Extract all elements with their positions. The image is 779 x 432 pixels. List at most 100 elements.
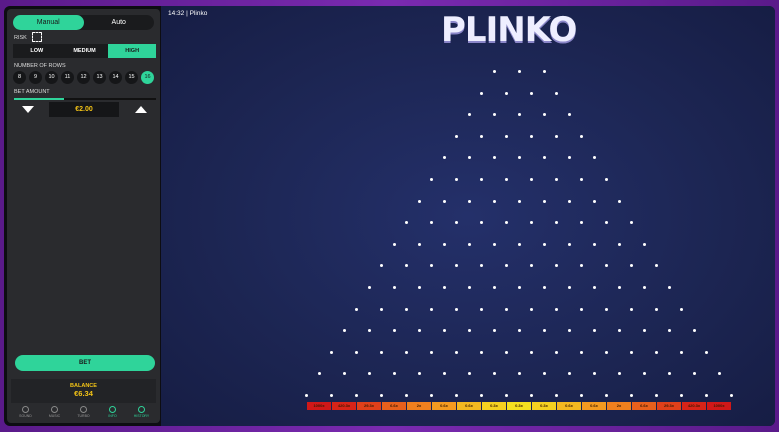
peg xyxy=(530,350,533,354)
peg xyxy=(430,350,433,354)
rows-option-16[interactable]: 16 xyxy=(141,71,154,84)
tab-manual[interactable]: Manual xyxy=(13,15,84,30)
peg xyxy=(555,264,558,268)
peg xyxy=(417,372,421,376)
info-icon xyxy=(109,406,116,413)
peg xyxy=(692,372,696,376)
nav-info[interactable]: INFO xyxy=(98,405,127,421)
peg xyxy=(542,70,546,73)
tab-auto[interactable]: Auto xyxy=(111,19,126,26)
nav-sound[interactable]: SOUND xyxy=(11,405,40,421)
peg xyxy=(492,242,496,246)
peg xyxy=(542,113,546,117)
peg xyxy=(555,178,558,181)
peg xyxy=(442,156,446,160)
control-panel: Manual Auto RISK LOW MEDIUM HIGH NUMBER … xyxy=(7,9,160,423)
peg xyxy=(505,350,508,354)
risk-selector: LOW MEDIUM HIGH xyxy=(13,44,157,58)
peg xyxy=(517,286,521,289)
peg xyxy=(555,134,558,138)
peg xyxy=(617,329,621,333)
peg xyxy=(517,113,521,117)
rows-option-14[interactable]: 14 xyxy=(109,71,122,84)
bet-button[interactable]: BET xyxy=(15,355,155,371)
peg xyxy=(555,91,558,95)
peg xyxy=(592,286,596,289)
peg xyxy=(480,264,483,268)
peg xyxy=(555,221,558,225)
peg xyxy=(380,264,383,268)
nav-music[interactable]: MUSIC xyxy=(40,405,69,421)
peg xyxy=(555,350,558,354)
fullscreen-icon[interactable] xyxy=(32,32,42,42)
peg xyxy=(567,329,571,333)
peg xyxy=(492,70,496,73)
multiplier-bucket: 0.6x xyxy=(582,402,606,410)
peg xyxy=(655,350,658,354)
peg xyxy=(580,350,583,354)
risk-medium[interactable]: MEDIUM xyxy=(73,48,96,54)
peg xyxy=(680,350,683,354)
peg xyxy=(430,264,433,268)
peg xyxy=(430,394,433,397)
peg xyxy=(467,329,471,333)
peg xyxy=(455,178,458,181)
rows-option-10[interactable]: 10 xyxy=(45,71,58,84)
peg xyxy=(442,242,446,246)
multiplier-bucket: 0.3x xyxy=(482,402,506,410)
rows-option-12[interactable]: 12 xyxy=(77,71,90,84)
peg xyxy=(605,350,608,354)
peg xyxy=(542,242,546,246)
peg xyxy=(480,178,483,181)
peg xyxy=(567,372,571,376)
peg xyxy=(467,113,471,117)
bet-amount-field[interactable]: €2.00 xyxy=(49,102,119,117)
peg xyxy=(430,307,433,311)
peg xyxy=(442,286,446,289)
balance-box: BALANCE €6.34 xyxy=(11,379,156,403)
peg xyxy=(342,372,346,376)
multiplier-bucket: 420.3x xyxy=(682,402,706,410)
peg xyxy=(530,178,533,181)
multiplier-bucket: 0.6x xyxy=(557,402,581,410)
peg xyxy=(517,242,521,246)
multiplier-bucket: 1000x xyxy=(307,402,331,410)
nav-history[interactable]: HISTORY xyxy=(127,405,156,421)
peg xyxy=(405,221,408,225)
multiplier-bucket: 6.6x xyxy=(632,402,656,410)
peg xyxy=(642,329,646,333)
rows-option-15[interactable]: 15 xyxy=(125,71,138,84)
peg xyxy=(467,156,471,160)
rows-option-9[interactable]: 9 xyxy=(29,71,42,84)
plinko-board: 14:32 | Plinko PLINKO 1000x 420.3x 29.3x 6.… xyxy=(161,6,775,426)
peg xyxy=(642,286,646,289)
bet-slider[interactable] xyxy=(14,98,156,100)
peg xyxy=(617,199,621,203)
peg xyxy=(580,394,583,397)
peg xyxy=(455,264,458,268)
rows-option-8[interactable]: 8 xyxy=(13,71,26,84)
peg xyxy=(417,286,421,289)
peg xyxy=(567,286,571,289)
increase-bet-icon[interactable] xyxy=(135,106,147,113)
peg xyxy=(480,394,483,397)
nav-turbo[interactable]: TURBO xyxy=(69,405,98,421)
risk-low[interactable]: LOW xyxy=(30,48,44,54)
peg xyxy=(592,329,596,333)
peg xyxy=(430,221,433,225)
peg xyxy=(617,242,621,246)
peg xyxy=(455,221,458,225)
multiplier-bucket: 420.3x xyxy=(332,402,356,410)
peg xyxy=(567,199,571,203)
risk-high[interactable]: HIGH xyxy=(108,44,157,58)
peg xyxy=(467,242,471,246)
decrease-bet-icon[interactable] xyxy=(22,106,34,113)
nav-label: SOUND xyxy=(19,414,32,418)
rows-option-13[interactable]: 13 xyxy=(93,71,106,84)
multiplier-bucket: 29.3x xyxy=(357,402,381,410)
peg xyxy=(567,113,571,117)
peg xyxy=(517,70,521,73)
peg xyxy=(355,394,358,397)
rows-option-11[interactable]: 11 xyxy=(61,71,74,84)
peg xyxy=(530,91,533,95)
